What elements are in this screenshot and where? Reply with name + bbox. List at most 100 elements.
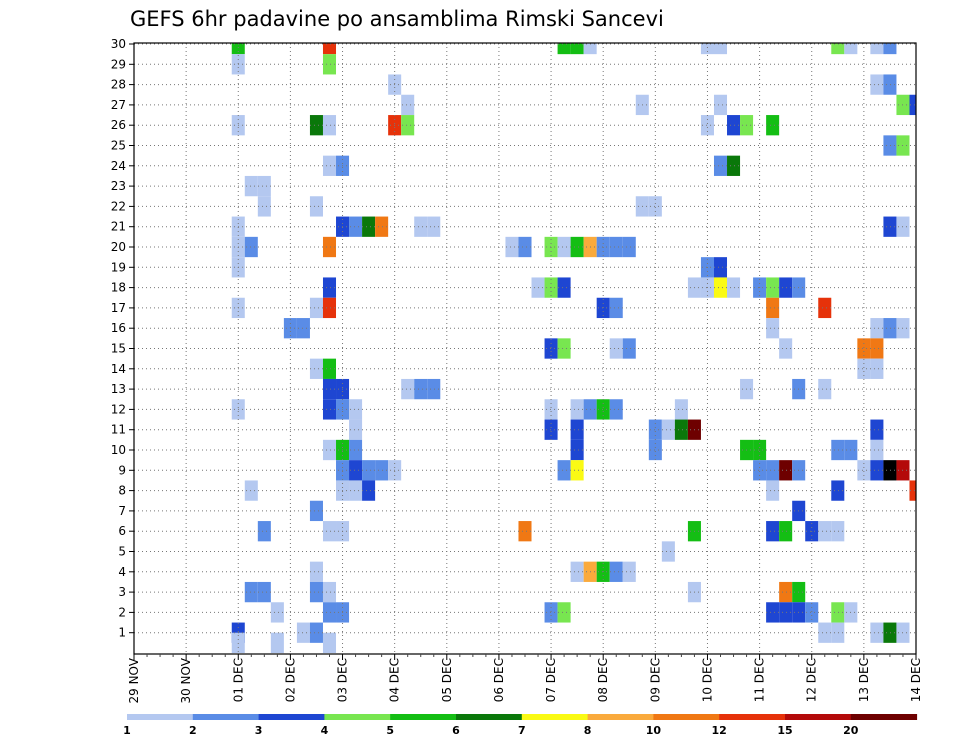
- heatmap-cell: [427, 378, 441, 400]
- heatmap-cell: [727, 155, 741, 176]
- heatmap-cell: [713, 43, 728, 55]
- heatmap-cell: [322, 155, 337, 176]
- heatmap-cell: [570, 460, 584, 481]
- heatmap-cell: [766, 521, 780, 542]
- heatmap-cell: [766, 318, 780, 339]
- y-tick-label: 2: [118, 605, 126, 619]
- heatmap-cell: [544, 419, 558, 440]
- y-tick-label: 9: [118, 463, 126, 477]
- heatmap-cell: [349, 439, 363, 461]
- heatmap-cell: [700, 115, 714, 136]
- heatmap-cell: [583, 43, 597, 55]
- heatmap-cell: [622, 236, 636, 258]
- heatmap-cell: [257, 581, 271, 603]
- heatmap-cell: [349, 460, 363, 481]
- heatmap-cell: [870, 43, 884, 55]
- heatmap-cell: [779, 277, 793, 298]
- colorbar-swatch: [719, 714, 786, 720]
- heatmap-cell: [322, 378, 337, 400]
- heatmap-cell: [401, 94, 415, 116]
- colorbar-swatch: [785, 714, 852, 720]
- heatmap-cell: [309, 622, 323, 643]
- y-tick-label: 19: [111, 260, 126, 274]
- heatmap-cell: [557, 277, 571, 298]
- heatmap-cell: [766, 480, 780, 501]
- y-tick-label: 4: [118, 565, 126, 579]
- heatmap-cell: [505, 236, 519, 258]
- heatmap-cell: [713, 257, 728, 278]
- heatmap-cell: [883, 216, 897, 237]
- heatmap-cell: [401, 378, 415, 400]
- heatmap-cell: [883, 622, 897, 643]
- heatmap-cell: [557, 236, 571, 258]
- heatmap-cell: [779, 338, 793, 359]
- heatmap-cell: [844, 43, 858, 55]
- heatmap-cell: [713, 94, 728, 116]
- heatmap-cell: [831, 439, 845, 461]
- heatmap-cell: [818, 521, 832, 542]
- heatmap-cell: [661, 541, 675, 562]
- heatmap-cell: [713, 277, 728, 298]
- heatmap-cell: [870, 622, 884, 643]
- x-tick-label: 03 DEC: [336, 658, 350, 702]
- heatmap-cell: [322, 399, 337, 420]
- heatmap-cell: [883, 43, 897, 55]
- x-tick-label: 01 DEC: [231, 658, 245, 702]
- y-tick-label: 22: [111, 199, 126, 213]
- heatmap-cell: [309, 561, 323, 582]
- heatmap-cell: [309, 500, 323, 522]
- colorbar-label: 4: [321, 724, 329, 737]
- heatmap-cell: [622, 338, 636, 359]
- heatmap-cell: [270, 632, 284, 653]
- y-tick-label: 20: [111, 240, 126, 254]
- heatmap-cell: [609, 297, 623, 319]
- heatmap-cell: [570, 561, 584, 582]
- x-tick-label: 13 DEC: [857, 658, 871, 702]
- colorbar-label: 8: [584, 724, 592, 737]
- y-tick-label: 26: [111, 118, 126, 132]
- y-tick-label: 29: [111, 57, 126, 71]
- colorbar-swatch: [587, 714, 654, 720]
- colorbar-swatch: [456, 714, 523, 720]
- heatmap-cell: [609, 561, 623, 582]
- colorbar-swatch: [192, 714, 260, 720]
- y-tick-label: 1: [118, 626, 126, 640]
- colorbar-label: 10: [646, 724, 662, 737]
- colorbar-label: 2: [189, 724, 197, 737]
- heatmap-cell: [309, 581, 323, 603]
- y-tick-label: 14: [111, 362, 126, 376]
- heatmap-cell: [244, 175, 258, 197]
- heatmap-cell: [818, 378, 832, 400]
- heatmap-cell: [870, 419, 884, 440]
- heatmap-cell: [322, 439, 337, 461]
- heatmap-cell: [753, 460, 767, 481]
- y-tick-label: 21: [111, 220, 126, 234]
- heatmap-cell: [570, 439, 584, 461]
- y-tick-label: 27: [111, 98, 126, 112]
- heatmap-cell: [766, 602, 780, 623]
- heatmap-cell: [322, 277, 337, 298]
- x-tick-label: 05 DEC: [440, 658, 454, 702]
- heatmap-cell: [831, 480, 845, 501]
- heatmap-cell: [609, 399, 623, 420]
- heatmap-cell: [349, 480, 363, 501]
- x-tick-label: 07 DEC: [544, 658, 558, 702]
- heatmap-cell: [831, 521, 845, 542]
- heatmap-cell: [244, 480, 258, 501]
- heatmap-cell: [883, 460, 897, 481]
- heatmap-cell: [414, 216, 428, 237]
- heatmap-cell: [322, 115, 337, 136]
- x-tick-label: 29 NOV: [127, 657, 141, 703]
- y-tick-label: 28: [111, 78, 126, 92]
- y-tick-label: 24: [111, 159, 126, 173]
- heatmap-cell: [713, 155, 728, 176]
- colorbar-label: 7: [518, 724, 526, 737]
- y-tick-label: 12: [111, 402, 126, 416]
- x-tick-label: 08 DEC: [596, 658, 610, 702]
- heatmap-cell: [596, 399, 610, 420]
- heatmap-cell: [870, 358, 884, 379]
- y-tick-label: 6: [118, 524, 126, 538]
- heatmap-cell: [557, 602, 571, 623]
- y-tick-label: 13: [111, 382, 126, 396]
- heatmap-cell: [518, 521, 532, 542]
